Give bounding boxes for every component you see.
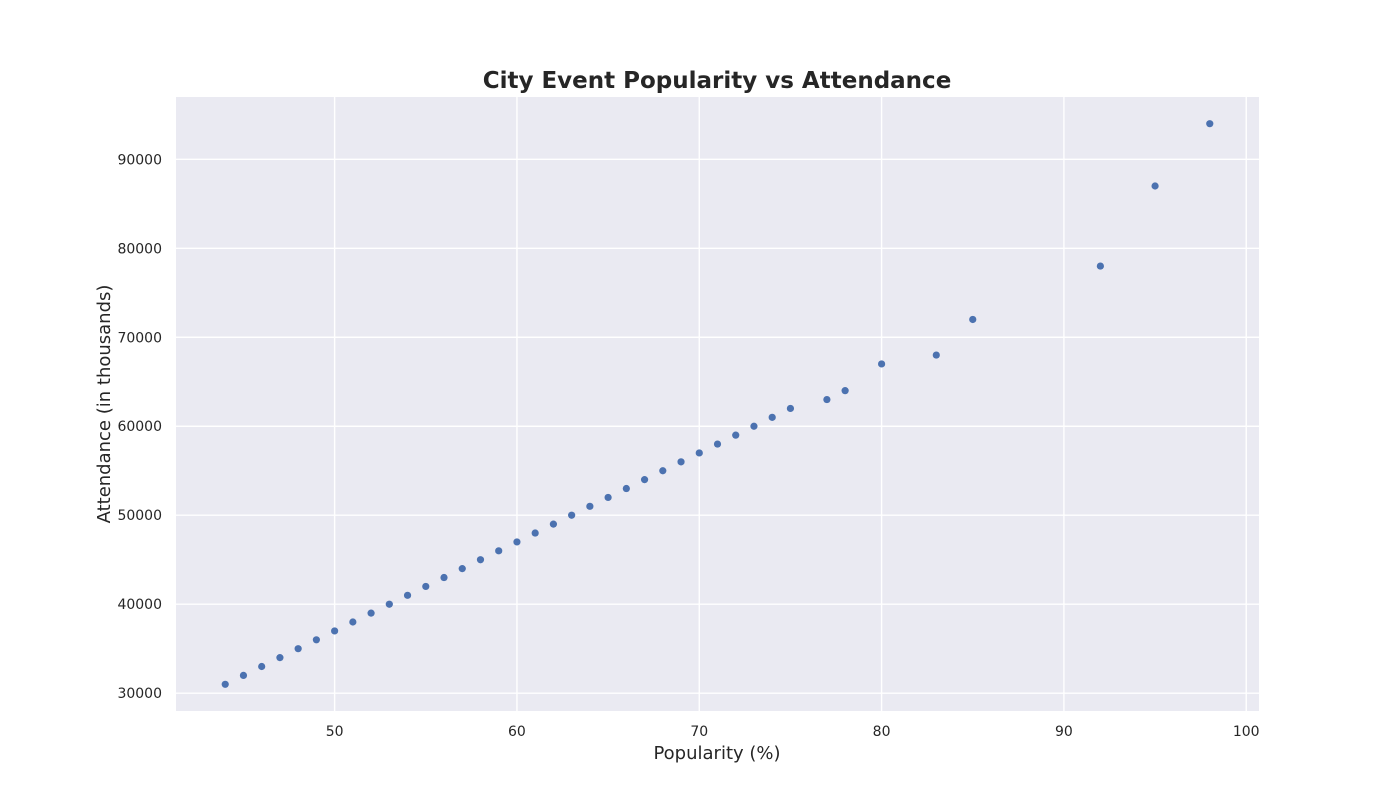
y-tick-label: 40000 — [117, 597, 162, 613]
y-tick-label: 70000 — [117, 330, 162, 346]
data-point — [713, 440, 722, 448]
x-tick-label: 90 — [1055, 724, 1073, 740]
data-point — [1151, 182, 1159, 190]
data-point — [841, 387, 849, 395]
data-point — [258, 662, 266, 671]
data-point — [1096, 262, 1104, 270]
data-point — [659, 467, 667, 475]
data-point — [349, 618, 357, 626]
data-point — [403, 591, 412, 599]
data-point — [221, 680, 229, 688]
data-point — [422, 582, 430, 591]
x-tick-labels: 50 60 70 80 90 100 — [326, 724, 1260, 740]
data-point — [604, 493, 612, 502]
data-point — [877, 360, 886, 368]
x-tick-label: 80 — [873, 724, 891, 740]
data-point — [750, 422, 758, 430]
data-point — [640, 476, 649, 484]
data-point — [531, 529, 539, 537]
y-tick-label: 30000 — [117, 686, 162, 702]
data-point — [367, 609, 375, 617]
data-point — [695, 449, 703, 457]
data-point — [440, 573, 448, 582]
x-tick-label: 70 — [690, 724, 708, 740]
data-point — [495, 547, 503, 555]
data-points — [221, 120, 1214, 688]
y-tick-label: 60000 — [117, 419, 162, 435]
plot-background — [176, 97, 1259, 711]
data-point — [549, 520, 558, 528]
data-point — [622, 484, 630, 493]
data-point — [476, 556, 485, 564]
data-point — [969, 315, 977, 324]
y-tick-label: 80000 — [117, 241, 162, 257]
x-tick-label: 50 — [326, 724, 344, 740]
data-point — [458, 565, 466, 573]
x-tick-label: 100 — [1233, 724, 1260, 740]
data-point — [312, 636, 320, 644]
grid-lines — [176, 97, 1259, 711]
data-point — [568, 511, 576, 519]
data-point — [786, 404, 795, 413]
data-point — [513, 538, 521, 546]
data-point — [239, 671, 248, 680]
data-point — [732, 431, 740, 439]
x-tick-label: 60 — [508, 724, 526, 740]
data-point — [331, 627, 339, 635]
data-point — [586, 502, 594, 510]
data-point — [294, 645, 302, 653]
x-axis-label: Popularity (%) — [653, 743, 780, 764]
chart-title: City Event Popularity vs Attendance — [483, 68, 952, 94]
y-tick-label: 90000 — [117, 152, 162, 168]
y-tick-label: 50000 — [117, 508, 162, 524]
data-point — [385, 600, 393, 608]
data-point — [677, 458, 685, 466]
data-point — [276, 654, 284, 662]
data-point — [1206, 120, 1214, 128]
data-point — [932, 351, 940, 359]
data-point — [768, 413, 776, 421]
y-tick-labels: 30000 40000 50000 60000 70000 80000 90000 — [117, 152, 162, 702]
data-point — [823, 395, 831, 404]
y-axis-label: Attendance (in thousands) — [94, 285, 115, 524]
